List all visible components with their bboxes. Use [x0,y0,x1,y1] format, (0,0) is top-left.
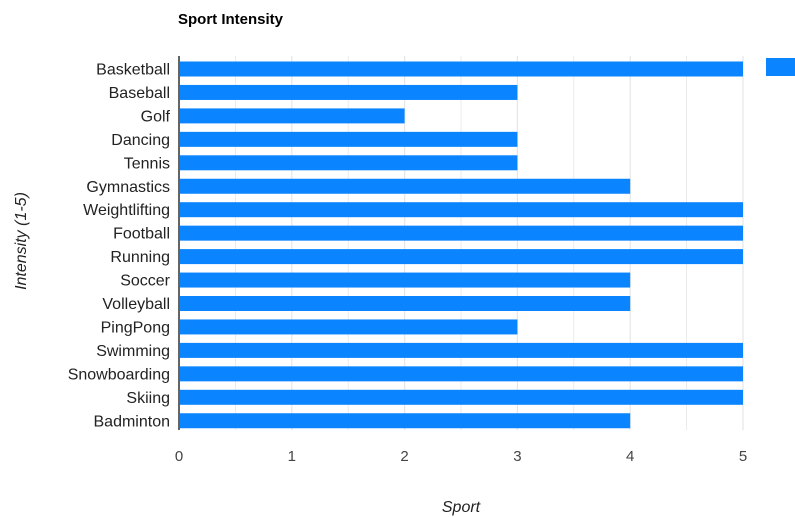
category-label: Basketball [96,62,170,79]
bar-swimming [180,342,743,358]
y-axis-title: Intensity (1-5) [13,192,30,290]
x-tick-label: 3 [513,448,521,465]
category-label: Baseball [109,85,170,102]
category-label: PingPong [101,319,170,336]
category-label: Gymnastics [86,179,170,196]
bar-football [180,225,743,241]
bar-gymnastics [180,178,631,194]
bar-skiing [180,389,743,405]
category-label: Snowboarding [68,366,170,383]
category-label: Running [110,249,170,266]
category-label: Golf [141,108,171,125]
bar-pingpong [180,319,518,335]
category-label: Tennis [124,155,170,172]
category-label: Swimming [96,343,170,360]
x-tick-label: 5 [739,448,747,465]
x-tick-label: 0 [175,448,183,465]
x-tick-labels: 0 1 2 3 4 5 [175,448,747,465]
bar-baseball [180,84,518,100]
x-tick-label: 4 [626,448,634,465]
bar-running [180,249,743,265]
bar-weightlifting [180,202,743,218]
legend-swatch [766,58,795,76]
bar-soccer [180,272,631,288]
bar-golf [180,108,405,124]
category-label: Dancing [111,132,170,149]
chart-title: Sport Intensity [178,11,284,28]
bar-volleyball [180,296,631,311]
bar-badminton [180,413,631,429]
bar-dancing [180,131,518,147]
category-label: Weightlifting [83,202,170,219]
bar-basketball [180,61,743,77]
bars [180,61,743,429]
bar-tennis [180,155,518,171]
category-label: Skiing [126,390,170,407]
x-tick-label: 1 [288,448,296,465]
category-label: Football [113,226,170,243]
bar-snowboarding [180,366,743,382]
category-label: Soccer [120,273,170,290]
category-label: Badminton [94,413,171,430]
x-tick-label: 2 [400,448,408,465]
category-labels: Basketball Baseball Golf Dancing Tennis Gymna… [68,62,171,431]
x-axis-title: Sport [442,499,481,516]
category-label: Volleyball [102,296,170,313]
